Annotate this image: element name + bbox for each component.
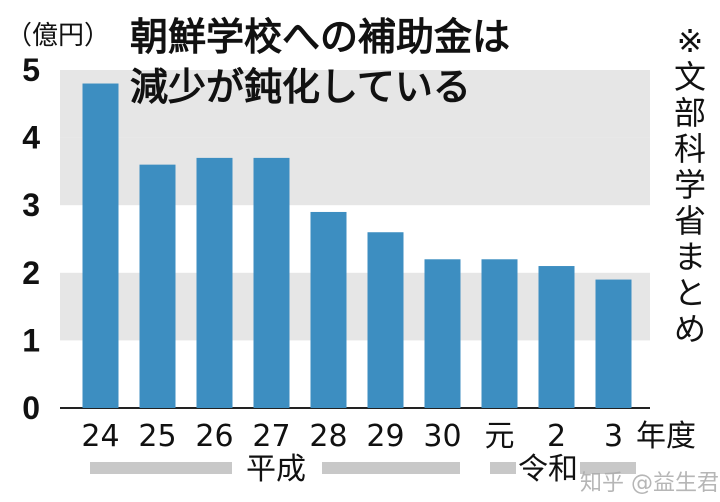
y-tick-labels: 0 1 2 3 4 5 [22,52,40,426]
x-tick-label: 24 [81,419,119,454]
x-tick-label: 26 [195,419,233,454]
bar-30 [424,259,461,408]
x-tick-label: 25 [138,419,176,454]
y-tick-label: 3 [22,187,40,223]
x-tick-label: 28 [309,419,347,454]
chart-title-line-2: 減少が鈍化している [130,65,471,109]
y-tick-label: 4 [22,120,40,156]
era-axis: 平成 令和 [90,452,636,487]
x-tick-labels: 24 25 26 27 28 29 30 元 2 3 [81,419,623,454]
source-note-char: め [674,310,706,348]
era-bar [90,462,232,474]
source-note-char: 学 [674,166,706,204]
source-note-char: 省 [674,202,706,240]
y-tick-label: 2 [22,255,40,291]
y-tick-label: 1 [22,322,40,358]
x-tick-label: 元 [485,419,515,454]
bar-元 [481,259,518,408]
source-note-char: 科 [674,130,706,168]
era-bar [322,462,460,474]
source-note-char: 文 [674,58,706,96]
era-label-heisei: 平成 [246,452,306,487]
grid-band [60,70,650,138]
source-note-char: 部 [674,94,706,132]
bar-26 [196,157,233,408]
source-note-char: ま [674,238,706,276]
bar-27 [253,157,290,408]
x-tick-label: 27 [252,419,290,454]
bar-2 [538,266,575,408]
bars [82,83,632,409]
y-tick-label: 0 [22,390,40,426]
bar-29 [367,232,404,408]
era-bar [580,462,636,474]
bar-3 [595,279,632,408]
y-tick-label: 5 [22,52,40,88]
x-unit-label: 年度 [636,419,696,454]
bar-25 [139,164,176,408]
x-tick-label: 30 [423,419,461,454]
source-note-char: と [674,274,706,312]
source-note-char: ※ [677,22,704,60]
bar-24 [82,83,119,409]
era-bar [490,462,516,474]
watermark: 知乎 @益生君 [580,471,719,496]
x-tick-label: 3 [604,419,623,454]
bar-28 [310,211,347,408]
x-tick-label: 29 [366,419,404,454]
era-label-reiwa: 令和 [518,452,578,487]
chart-title-line-1: 朝鮮学校への補助金は [130,15,510,59]
x-tick-label: 2 [547,419,566,454]
y-unit-label: （億円） [6,21,110,51]
